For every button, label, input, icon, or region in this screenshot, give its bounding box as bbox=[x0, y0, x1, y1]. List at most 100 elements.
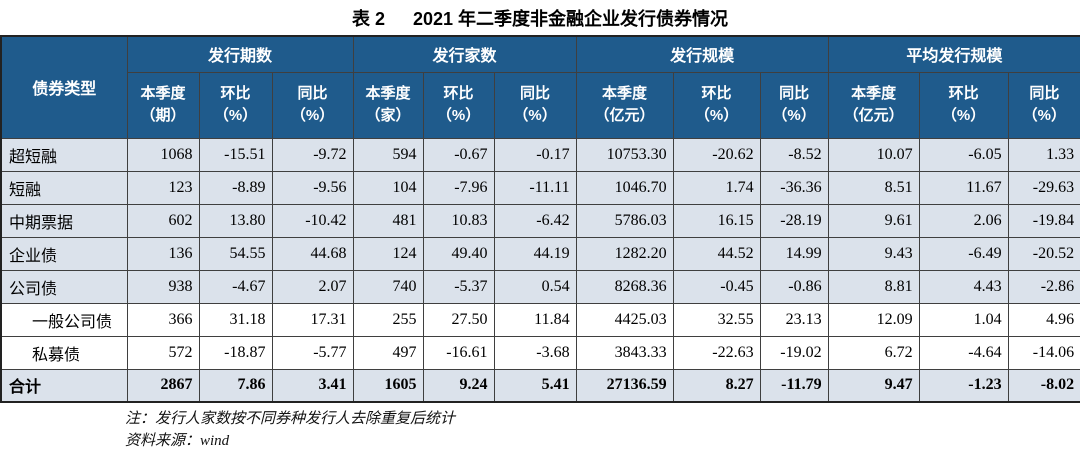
value-cell: 3843.33 bbox=[575, 335, 674, 370]
value-cell: -11.79 bbox=[759, 368, 829, 403]
value-cell: -28.19 bbox=[759, 203, 829, 238]
value-cell: -6.42 bbox=[493, 203, 577, 238]
bond-type-label: 中期票据 bbox=[0, 203, 128, 238]
value-cell: 8.51 bbox=[827, 170, 920, 205]
value-cell: 2867 bbox=[126, 368, 200, 403]
group-header-issue-scale: 发行规模 bbox=[575, 35, 829, 73]
value-cell: 6.72 bbox=[827, 335, 920, 370]
value-cell: 1046.70 bbox=[575, 170, 674, 205]
value-cell: 11.84 bbox=[493, 302, 577, 337]
value-cell: 123 bbox=[126, 170, 200, 205]
value-cell: -4.64 bbox=[918, 335, 1009, 370]
value-cell: 9.43 bbox=[827, 236, 920, 271]
value-cell: -15.51 bbox=[198, 137, 273, 172]
group-header-issue-count: 发行期数 bbox=[126, 35, 354, 73]
value-cell: 7.86 bbox=[198, 368, 273, 403]
value-cell: 1.04 bbox=[918, 302, 1009, 337]
value-cell: 27136.59 bbox=[575, 368, 674, 403]
value-cell: -11.11 bbox=[493, 170, 577, 205]
value-cell: 602 bbox=[126, 203, 200, 238]
value-cell: 23.13 bbox=[759, 302, 829, 337]
column-header: 本季度 （亿元） bbox=[575, 71, 674, 139]
value-cell: -36.36 bbox=[759, 170, 829, 205]
table-row: 合计 2867 7.86 3.41 1605 9.24 5.41 27136.59 8.27 -1… bbox=[0, 368, 1080, 403]
value-cell: 572 bbox=[126, 335, 200, 370]
value-cell: -0.67 bbox=[422, 137, 495, 172]
title-text: 2021 年二季度非金融企业发行债券情况 bbox=[412, 8, 729, 29]
table-row: 一般公司债 366 31.18 17.31 255 27.50 11.84 4425.03 32… bbox=[0, 302, 1080, 337]
column-header: 同比 （%） bbox=[271, 71, 354, 139]
value-cell: -1.23 bbox=[918, 368, 1009, 403]
table-number: 表 2 bbox=[351, 8, 385, 29]
value-cell: 9.47 bbox=[827, 368, 920, 403]
value-cell: -0.86 bbox=[759, 269, 829, 304]
value-cell: 8.27 bbox=[672, 368, 761, 403]
table-notes: 注：发行人家数按不同券种发行人去除重复后统计 资料来源：wind bbox=[125, 409, 1080, 451]
value-cell: 938 bbox=[126, 269, 200, 304]
value-cell: -5.77 bbox=[271, 335, 354, 370]
table-row: 超短融 1068 -15.51 -9.72 594 -0.67 -0.17 10753.30-… bbox=[0, 137, 1080, 172]
value-cell: -18.87 bbox=[198, 335, 273, 370]
value-cell: 740 bbox=[352, 269, 424, 304]
value-cell: 4.96 bbox=[1007, 302, 1080, 337]
value-cell: -3.68 bbox=[493, 335, 577, 370]
table-title: 表 2 2021 年二季度非金融企业发行债券情况 bbox=[0, 0, 1080, 35]
value-cell: 10753.30 bbox=[575, 137, 674, 172]
value-cell: -19.84 bbox=[1007, 203, 1080, 238]
value-cell: -9.72 bbox=[271, 137, 354, 172]
value-cell: 10.83 bbox=[422, 203, 495, 238]
value-cell: 12.09 bbox=[827, 302, 920, 337]
value-cell: 124 bbox=[352, 236, 424, 271]
value-cell: -5.37 bbox=[422, 269, 495, 304]
value-cell: -20.62 bbox=[672, 137, 761, 172]
value-cell: 1282.20 bbox=[575, 236, 674, 271]
group-header-avg-issue-scale: 平均发行规模 bbox=[827, 35, 1080, 73]
value-cell: 8268.36 bbox=[575, 269, 674, 304]
value-cell: -14.06 bbox=[1007, 335, 1080, 370]
value-cell: -8.52 bbox=[759, 137, 829, 172]
value-cell: 136 bbox=[126, 236, 200, 271]
group-header-issuer-count: 发行家数 bbox=[352, 35, 577, 73]
column-header: 同比 （%） bbox=[759, 71, 829, 139]
value-cell: 104 bbox=[352, 170, 424, 205]
value-cell: -0.45 bbox=[672, 269, 761, 304]
value-cell: 44.52 bbox=[672, 236, 761, 271]
column-header: 环比 （%） bbox=[672, 71, 761, 139]
value-cell: 14.99 bbox=[759, 236, 829, 271]
value-cell: 2.06 bbox=[918, 203, 1009, 238]
bond-type-label: 公司债 bbox=[0, 269, 128, 304]
corner-header-bond-type: 债券类型 bbox=[0, 35, 128, 139]
value-cell: -9.56 bbox=[271, 170, 354, 205]
value-cell: -0.17 bbox=[493, 137, 577, 172]
value-cell: 8.81 bbox=[827, 269, 920, 304]
value-cell: -8.02 bbox=[1007, 368, 1080, 403]
bond-type-label: 私募债 bbox=[0, 335, 128, 370]
column-header: 环比 （%） bbox=[422, 71, 495, 139]
bond-type-label: 合计 bbox=[0, 368, 128, 403]
value-cell: 3.41 bbox=[271, 368, 354, 403]
bond-type-label: 一般公司债 bbox=[0, 302, 128, 337]
note-line: 注：发行人家数按不同券种发行人去除重复后统计 bbox=[125, 411, 456, 427]
table-row: 企业债 136 54.55 44.68 124 49.40 44.19 1282.20 44.5… bbox=[0, 236, 1080, 271]
value-cell: 1.33 bbox=[1007, 137, 1080, 172]
value-cell: 1.74 bbox=[672, 170, 761, 205]
value-cell: 9.61 bbox=[827, 203, 920, 238]
value-cell: 31.18 bbox=[198, 302, 273, 337]
value-cell: 497 bbox=[352, 335, 424, 370]
table-row: 私募债 572 -18.87 -5.77 497 -16.61 -3.68 3843.33 -2… bbox=[0, 335, 1080, 370]
value-cell: 16.15 bbox=[672, 203, 761, 238]
value-cell: -7.96 bbox=[422, 170, 495, 205]
value-cell: 2.07 bbox=[271, 269, 354, 304]
table-row: 短融 123 -8.89 -9.56 104 -7.96 -11.11 1046.70 1.74… bbox=[0, 170, 1080, 205]
column-header: 本季度 （亿元） bbox=[827, 71, 920, 139]
value-cell: -20.52 bbox=[1007, 236, 1080, 271]
value-cell: -8.89 bbox=[198, 170, 273, 205]
bond-type-label: 超短融 bbox=[0, 137, 128, 172]
table-row: 中期票据 602 13.80 -10.42 481 10.83 -6.42 5786.03 16… bbox=[0, 203, 1080, 238]
sub-header-row: 本季度 （期） 环比 （%） 同比 （%） 本季度 （家） 环比 （%） 同比 （%） 本季度 （亿元）环… bbox=[1, 71, 1080, 139]
value-cell: 5786.03 bbox=[575, 203, 674, 238]
value-cell: 5.41 bbox=[493, 368, 577, 403]
value-cell: 17.31 bbox=[271, 302, 354, 337]
value-cell: 594 bbox=[352, 137, 424, 172]
value-cell: 54.55 bbox=[198, 236, 273, 271]
